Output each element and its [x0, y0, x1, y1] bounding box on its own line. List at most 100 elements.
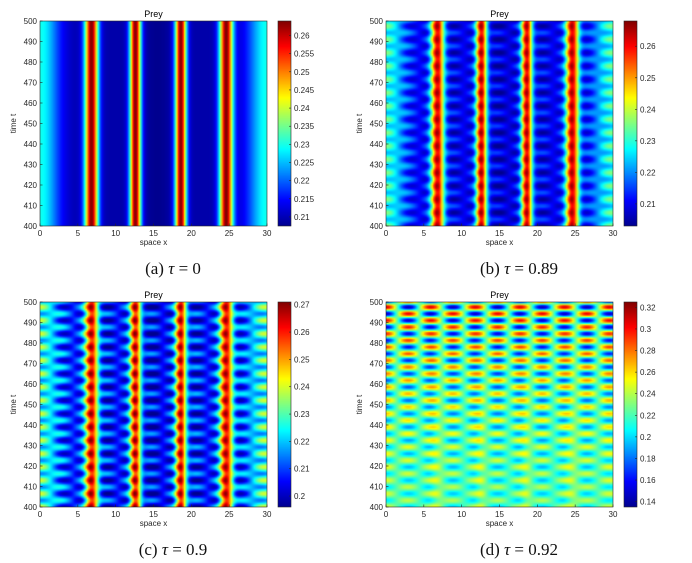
x-tick-label: 25: [571, 510, 580, 519]
y-tick-label: 440: [24, 421, 38, 430]
colorbar-tick-label: 0.225: [294, 159, 315, 168]
colorbar-tick-label: 0.32: [640, 303, 656, 312]
y-tick-label: 470: [370, 360, 384, 369]
x-tick-label: 30: [263, 229, 272, 238]
y-tick-label: 400: [370, 222, 384, 231]
colorbar-tick-label: 0.18: [640, 454, 656, 463]
colorbar: [624, 21, 637, 226]
caption-c: (c) τ = 0.9: [0, 540, 346, 560]
panel-d: Prey 0 5 10 15 20 25 30 400 410 420 430 440 450 460 470…: [346, 281, 692, 562]
x-tick-label: 0: [384, 510, 389, 519]
caption-d-label: (d): [479, 540, 500, 559]
colorbar-tick-label: 0.22: [640, 411, 656, 420]
x-tick-label: 10: [111, 510, 120, 519]
y-axis-label: time t: [9, 113, 18, 133]
x-tick-label: 5: [76, 229, 81, 238]
colorbar-tick-label: 0.23: [294, 410, 310, 419]
y-tick-label: 410: [24, 202, 38, 211]
heatmap-image: [386, 302, 613, 507]
plot-title: Prey: [144, 9, 163, 19]
y-tick-label: 440: [370, 140, 384, 149]
colorbar-tick-label: 0.26: [294, 328, 310, 337]
colorbar-tick-label: 0.21: [294, 213, 310, 222]
x-axis-label: space x: [486, 519, 514, 528]
colorbar-tick-label: 0.14: [640, 498, 656, 507]
y-tick-label: 460: [370, 380, 384, 389]
y-tick-label: 490: [370, 319, 384, 328]
heatmap-b: Prey 0 5 10 15 20 25 30 400 410 420 430 440 450 460 470…: [355, 9, 656, 247]
x-tick-label: 10: [457, 510, 466, 519]
x-tick-label: 0: [384, 229, 389, 238]
y-tick-label: 440: [24, 140, 38, 149]
colorbar-tick-label: 0.26: [640, 368, 656, 377]
colorbar-tick-label: 0.25: [294, 68, 310, 77]
y-tick-label: 440: [370, 421, 384, 430]
y-tick-label: 500: [370, 298, 384, 307]
y-axis-label: time t: [355, 394, 364, 414]
caption-c-eq: = 0.9: [172, 540, 208, 559]
colorbar-tick-label: 0.25: [294, 355, 310, 364]
caption-c-symbol: τ: [161, 540, 168, 559]
colorbar: [278, 21, 291, 226]
colorbar: [278, 302, 291, 507]
x-tick-label: 15: [149, 510, 158, 519]
caption-d-symbol: τ: [504, 540, 511, 559]
x-tick-label: 25: [225, 229, 234, 238]
y-tick-label: 450: [370, 401, 384, 410]
x-axis-label: space x: [140, 238, 168, 247]
y-tick-label: 470: [24, 79, 38, 88]
y-tick-label: 450: [370, 120, 384, 129]
caption-b-symbol: τ: [504, 259, 511, 278]
x-tick-label: 20: [187, 229, 196, 238]
x-tick-label: 25: [571, 229, 580, 238]
y-tick-label: 480: [24, 339, 38, 348]
colorbar-tick-label: 0.24: [294, 104, 310, 113]
caption-a-eq: = 0: [178, 259, 201, 278]
heatmap-image: [40, 21, 267, 226]
y-tick-label: 400: [370, 503, 384, 512]
heatmap-d: Prey 0 5 10 15 20 25 30 400 410 420 430 440 450 460 470…: [355, 290, 656, 528]
x-tick-label: 10: [457, 229, 466, 238]
y-tick-label: 500: [370, 17, 384, 26]
y-tick-label: 420: [370, 181, 384, 190]
x-tick-label: 30: [609, 510, 618, 519]
panel-a: Prey 0 5 10 15 20 25 30 400 410 420 430 440 450 460 470…: [0, 0, 346, 281]
caption-b: (b) τ = 0.89: [346, 259, 692, 279]
colorbar-tick-label: 0.21: [294, 465, 310, 474]
colorbar-frame: [623, 301, 638, 508]
x-tick-label: 30: [609, 229, 618, 238]
y-axis-label: time t: [355, 113, 364, 133]
y-tick-label: 410: [370, 202, 384, 211]
y-tick-label: 410: [24, 483, 38, 492]
caption-c-label: (c): [138, 540, 158, 559]
y-tick-label: 460: [370, 99, 384, 108]
y-tick-label: 460: [24, 380, 38, 389]
y-tick-label: 470: [370, 79, 384, 88]
caption-d: (d) τ = 0.92: [346, 540, 692, 560]
heatmap-a: Prey 0 5 10 15 20 25 30 400 410 420 430 440 450 460 470…: [9, 9, 315, 247]
colorbar-tick-label: 0.28: [640, 347, 656, 356]
colorbar-tick-label: 0.23: [640, 137, 656, 146]
y-tick-label: 480: [370, 339, 384, 348]
colorbar-tick-label: 0.16: [640, 476, 656, 485]
y-tick-label: 430: [370, 442, 384, 451]
x-tick-label: 10: [111, 229, 120, 238]
y-tick-label: 430: [24, 442, 38, 451]
colorbar-tick-label: 0.215: [294, 195, 315, 204]
x-tick-label: 15: [149, 229, 158, 238]
y-tick-label: 410: [370, 483, 384, 492]
y-tick-label: 400: [24, 503, 38, 512]
y-tick-label: 500: [24, 17, 38, 26]
colorbar-frame: [277, 20, 292, 227]
colorbar-tick-label: 0.25: [640, 74, 656, 83]
colorbar-tick-label: 0.27: [294, 301, 310, 310]
colorbar-tick-label: 0.22: [294, 437, 310, 446]
y-tick-label: 490: [370, 38, 384, 47]
heatmap-c: Prey 0 5 10 15 20 25 30 400 410 420 430 440 450 460 470…: [9, 290, 310, 528]
x-tick-label: 15: [495, 229, 504, 238]
colorbar-tick-label: 0.26: [640, 42, 656, 51]
x-tick-label: 20: [533, 510, 542, 519]
x-tick-label: 5: [422, 229, 427, 238]
y-tick-label: 470: [24, 360, 38, 369]
colorbar-tick-label: 0.22: [294, 177, 310, 186]
